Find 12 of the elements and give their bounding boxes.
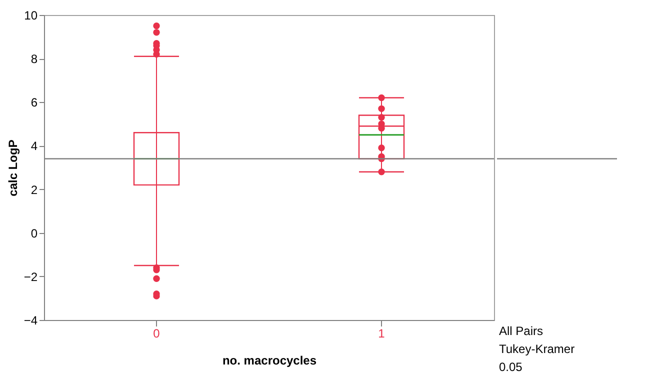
text: All Pairs Tukey-Kramer 0.05 <box>499 324 575 374</box>
y-tick-label: 10 <box>24 8 38 22</box>
x-tick-label: 1 <box>378 326 386 340</box>
y-tick-label: −4 <box>24 314 38 328</box>
y-tick-label: −2 <box>24 270 38 284</box>
y-tick-label: 4 <box>30 139 38 154</box>
y-tick-label: 8 <box>30 52 38 66</box>
y-axis-title: calc LogP <box>6 140 20 196</box>
x-axis-title: no. macrocycles <box>222 354 317 368</box>
y-tick-label: 2 <box>30 182 38 197</box>
y-tick-label: 0 <box>30 226 38 240</box>
y-tick-label: 6 <box>30 96 38 110</box>
